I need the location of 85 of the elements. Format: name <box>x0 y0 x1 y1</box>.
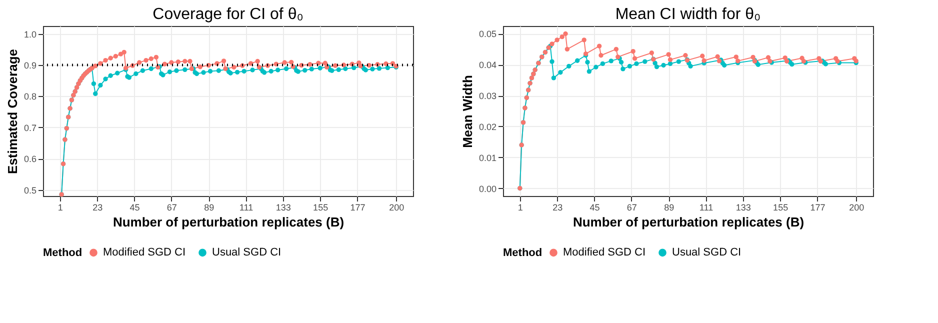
y-tick-label: 0.03 <box>478 91 496 102</box>
x-tick-label: 133 <box>736 202 751 212</box>
point <box>582 38 586 42</box>
x-axis-title: Number of perturbation replicates (B) <box>112 214 344 230</box>
y-tick-label: 0.9 <box>24 60 36 70</box>
x-tick-label: 45 <box>590 202 600 212</box>
x-tick-label: 133 <box>276 202 291 212</box>
point <box>630 49 636 54</box>
point <box>566 64 572 69</box>
y-tick-label: 1.0 <box>24 29 36 40</box>
point <box>676 59 682 64</box>
x-tick-label: 23 <box>552 202 563 212</box>
y-tick-label: 0.00 <box>478 184 496 194</box>
x-tick-label: 111 <box>699 202 714 212</box>
x-tick-label: 89 <box>664 202 674 212</box>
point <box>596 44 602 48</box>
point <box>766 55 771 60</box>
x-tick-label: 200 <box>849 202 864 212</box>
point <box>585 60 590 65</box>
point <box>688 64 693 69</box>
x-tick-label: 177 <box>810 202 826 212</box>
legend-title: Method <box>503 247 542 259</box>
point <box>642 59 648 64</box>
x-axis-title: Number of perturbation replicates (B) <box>572 214 804 230</box>
x-tick-label: 200 <box>389 202 404 212</box>
point <box>666 52 671 57</box>
point <box>608 58 614 64</box>
point <box>563 31 568 36</box>
x-tick-label: 1 <box>518 202 523 212</box>
point <box>734 54 738 60</box>
point <box>594 64 598 70</box>
y-tick-label: 0.04 <box>478 60 496 70</box>
point <box>750 54 756 60</box>
y-tick-label: 0.8 <box>24 92 36 102</box>
legend-label: Usual SGD CI <box>212 246 282 259</box>
point <box>558 70 563 75</box>
point <box>722 62 727 68</box>
x-tick-label: 177 <box>350 202 366 212</box>
point <box>551 76 556 80</box>
point <box>600 61 606 66</box>
legend-title: Method <box>43 247 82 259</box>
y-tick-label: 0.6 <box>24 154 36 164</box>
point <box>620 66 626 72</box>
x-tick-label: 155 <box>313 202 328 212</box>
point <box>586 69 592 74</box>
y-tick-label: 0.7 <box>24 122 36 133</box>
point <box>550 59 554 64</box>
y-axis-title: Mean Width <box>460 75 475 148</box>
x-tick-label: 45 <box>130 202 140 212</box>
point <box>564 46 570 52</box>
point <box>554 38 560 42</box>
point <box>560 34 564 40</box>
x-tick-label: 155 <box>773 202 788 212</box>
legend-label: Modified SGD CI <box>563 246 646 259</box>
chart-title: Coverage for CI of θ₀ <box>152 6 304 23</box>
y-axis-title: Estimated Coverage <box>4 49 20 174</box>
point <box>683 53 688 58</box>
x-tick-label: 67 <box>626 202 637 212</box>
y-tick-label: 0.01 <box>478 152 496 163</box>
point <box>614 46 619 52</box>
point <box>627 64 632 69</box>
x-tick-label: 67 <box>166 202 177 212</box>
point <box>632 56 638 61</box>
point <box>668 57 673 62</box>
point <box>649 50 654 56</box>
chart-title: Mean CI width for θ₀ <box>615 6 761 23</box>
point <box>598 53 604 58</box>
x-tick-label: 23 <box>92 202 103 212</box>
y-tick-label: 0.02 <box>478 122 496 132</box>
y-tick-label: 0.5 <box>24 185 36 196</box>
legend-label: Modified SGD CI <box>103 246 186 259</box>
point <box>702 58 706 63</box>
x-tick-label: 1 <box>58 202 63 212</box>
point <box>668 61 673 66</box>
point <box>634 61 639 66</box>
point <box>661 62 666 68</box>
x-tick-label: 111 <box>239 202 254 212</box>
y-tick-label: 0.05 <box>478 29 496 40</box>
legend-label: Usual SGD CI <box>672 246 742 259</box>
point <box>574 58 580 63</box>
point <box>618 60 624 65</box>
point <box>715 54 720 59</box>
point <box>654 64 660 70</box>
point <box>700 54 705 58</box>
x-tick-label: 89 <box>204 202 214 212</box>
